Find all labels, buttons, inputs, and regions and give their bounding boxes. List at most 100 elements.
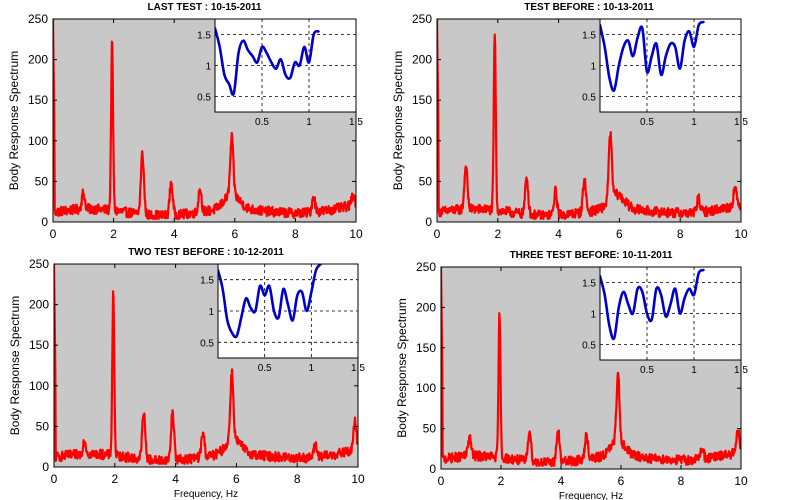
- y-tick-label: 250: [412, 12, 432, 26]
- axes-frame: [436, 18, 742, 223]
- spectrum-series: [53, 19, 356, 220]
- inset-y-tick-label: 1.5: [197, 31, 211, 42]
- y-tick-label: 50: [423, 422, 437, 436]
- inset-area: [600, 267, 741, 360]
- spectrum-series: [437, 19, 741, 220]
- y-axis-label: Body Response Spectrum: [395, 298, 409, 437]
- y-tick-label: 200: [416, 300, 436, 314]
- y-axis-label: Body Response Spectrum: [8, 296, 22, 435]
- inset-x-tick-label: 0.5: [640, 365, 654, 376]
- y-tick-label: 100: [28, 134, 48, 148]
- x-tick-label: 4: [172, 472, 179, 486]
- spectrum-series: [441, 267, 741, 467]
- y-tick-label: 200: [412, 53, 432, 67]
- inset-y-tick-label: 1.5: [582, 31, 596, 42]
- x-tick-label: 6: [618, 474, 625, 488]
- x-tick-label: 4: [555, 227, 562, 241]
- inset-x-tick-label: 1: [306, 117, 312, 128]
- y-tick-label: 0: [425, 215, 432, 229]
- inset-x-tick-label: 1.5: [349, 117, 363, 128]
- x-tick-label: 6: [233, 472, 240, 486]
- y-tick-label: 0: [42, 460, 49, 474]
- y-tick-label: 50: [35, 174, 49, 188]
- inset-frame: [599, 266, 742, 361]
- y-tick-label: 250: [29, 257, 49, 271]
- x-tick-label: 0: [434, 227, 441, 241]
- inset-x-tick-label: 1: [309, 363, 315, 374]
- inset-y-tick-label: 1: [205, 62, 211, 73]
- inset-y-tick-label: 1.5: [200, 276, 214, 287]
- y-tick-label: 200: [28, 53, 48, 67]
- x-tick-label: 0: [50, 227, 57, 241]
- inset-series: [600, 20, 705, 92]
- y-tick-label: 100: [412, 134, 432, 148]
- inset-y-tick-label: 0.5: [197, 93, 211, 104]
- x-tick-label: 4: [558, 474, 565, 488]
- x-tick-label: 10: [734, 474, 748, 488]
- inset-y-tick-label: 1: [208, 307, 214, 318]
- inset-frame: [217, 263, 359, 359]
- x-tick-label: 8: [292, 227, 299, 241]
- x-tick-label: 8: [677, 227, 684, 241]
- inset-x-tick-label: 1: [691, 117, 697, 128]
- inset-x-tick-label: 1: [691, 365, 697, 376]
- inset-frame: [599, 18, 742, 113]
- inset-plot: 0.5 1 1.5 0.5 1 1.5: [197, 18, 363, 128]
- x-tick-label: 2: [498, 474, 505, 488]
- x-tick-label: 2: [110, 227, 117, 241]
- inset-y-tick-label: 0.5: [200, 338, 214, 349]
- inset-y-tick-label: 1: [590, 62, 596, 73]
- chart-title: TEST BEFORE : 10-13-2011: [524, 2, 654, 13]
- inset-x-tick-label: 1.5: [734, 117, 748, 128]
- inset-series: [600, 268, 705, 341]
- y-tick-label: 150: [412, 93, 432, 107]
- chart-title: TWO TEST BEFORE : 10-12-2011: [128, 247, 284, 258]
- inset-area: [215, 19, 356, 112]
- inset-plot: 0.5 1 1.5 0.5 1 1.5: [200, 263, 365, 374]
- axes-frame: [53, 263, 359, 468]
- x-tick-label: 10: [351, 472, 365, 486]
- x-tick-label: 8: [294, 472, 301, 486]
- x-tick-label: 2: [111, 472, 118, 486]
- y-tick-label: 0: [41, 215, 48, 229]
- inset-y-tick-label: 0.5: [582, 93, 596, 104]
- x-tick-label: 6: [231, 227, 238, 241]
- inset-x-tick-label: 1.5: [351, 363, 365, 374]
- chart-title: LAST TEST : 10-15-2011: [148, 2, 262, 13]
- spectrum-series: [54, 264, 358, 465]
- x-tick-label: 6: [616, 227, 623, 241]
- x-tick-label: 0: [438, 474, 445, 488]
- inset-plot: 0.5 1 1.5 0.5 1 1.5: [582, 18, 748, 128]
- inset-area: [600, 19, 741, 112]
- x-tick-label: 0: [51, 472, 58, 486]
- y-tick-label: 150: [416, 341, 436, 355]
- x-axis-label: Frequency, Hz: [174, 489, 238, 500]
- y-axis-label: Body Response Spectrum: [391, 51, 405, 190]
- x-tick-label: 4: [171, 227, 178, 241]
- axes-frame: [440, 266, 742, 470]
- inset-y-tick-label: 0.5: [582, 341, 596, 352]
- x-tick-label: 8: [678, 474, 685, 488]
- y-axis-label: Body Response Spectrum: [7, 51, 21, 190]
- inset-x-tick-label: 1.5: [734, 365, 748, 376]
- x-tick-label: 10: [349, 227, 363, 241]
- y-tick-label: 200: [29, 298, 49, 312]
- y-tick-label: 150: [29, 338, 49, 352]
- inset-y-tick-label: 1: [590, 310, 596, 321]
- y-tick-label: 250: [28, 12, 48, 26]
- inset-series: [218, 264, 322, 339]
- inset-x-tick-label: 0.5: [255, 117, 269, 128]
- axes-frame: [52, 18, 357, 223]
- inset-series: [215, 27, 320, 96]
- y-tick-label: 250: [416, 260, 436, 274]
- y-tick-label: 50: [419, 174, 433, 188]
- y-tick-label: 150: [28, 93, 48, 107]
- y-tick-label: 100: [29, 379, 49, 393]
- inset-y-tick-label: 1.5: [582, 279, 596, 290]
- x-axis-label: Frequency, Hz: [559, 491, 623, 500]
